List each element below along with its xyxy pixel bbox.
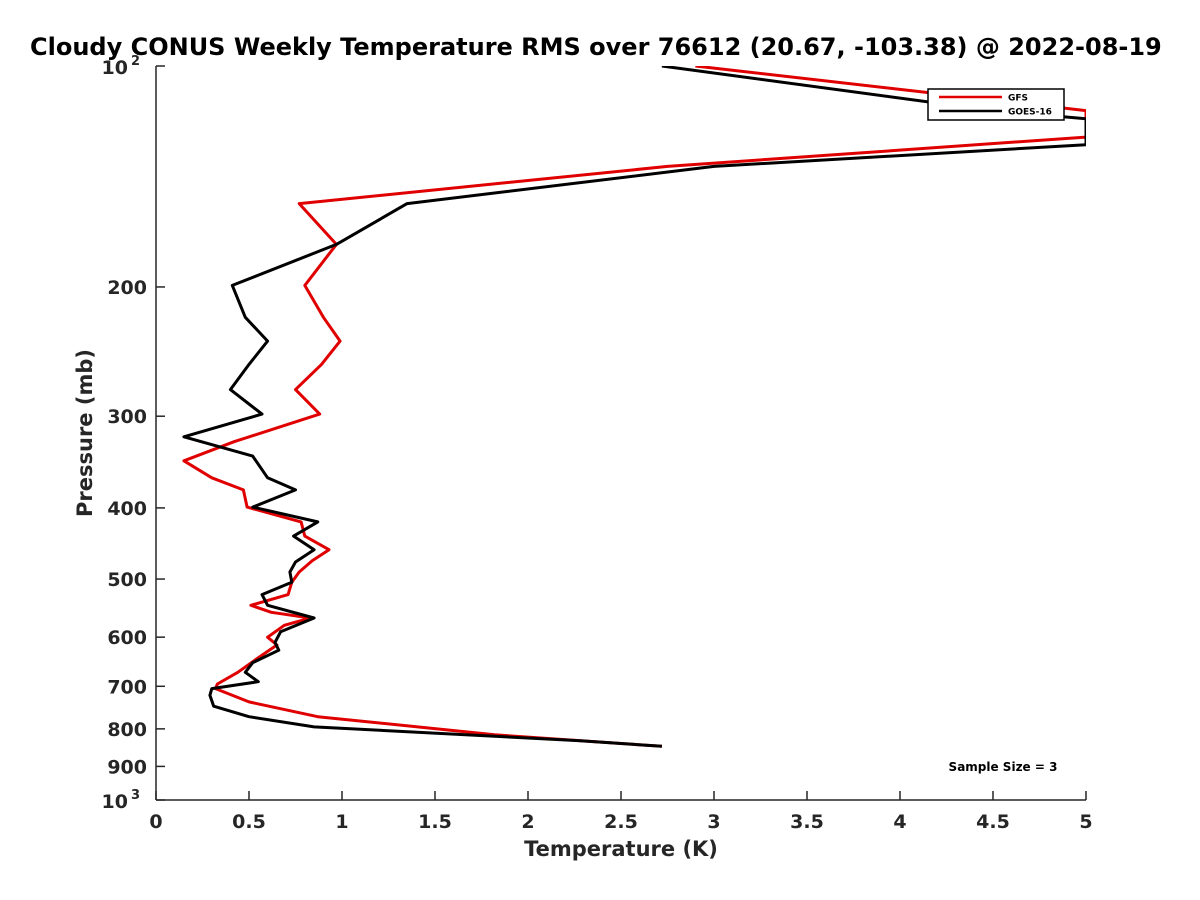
x-tick-label: 0.5 bbox=[232, 811, 266, 833]
x-tick-label: 2.5 bbox=[604, 811, 638, 833]
y-tick-label: 10 bbox=[102, 791, 128, 813]
y-tick-label: 10 bbox=[102, 57, 128, 79]
x-axis-ticks: 0 0.5 1 1.5 2 2.5 3 3.5 4 4.5 5 bbox=[149, 791, 1093, 833]
x-tick-label: 3.5 bbox=[790, 811, 824, 833]
y-tick-label: 900 bbox=[107, 756, 147, 778]
legend-label-goes-16: GOES-16 bbox=[1008, 108, 1052, 118]
y-tick-exponent: 3 bbox=[131, 788, 140, 803]
y-tick-exponent: 2 bbox=[131, 54, 140, 69]
y-tick-label: 700 bbox=[107, 676, 147, 698]
y-tick-label: 300 bbox=[107, 406, 147, 428]
x-axis-label: Temperature (K) bbox=[524, 837, 718, 861]
x-tick-label: 1 bbox=[335, 811, 348, 833]
y-axis-label: Pressure (mb) bbox=[73, 349, 97, 517]
legend-label-gfs: GFS bbox=[1008, 94, 1028, 104]
x-tick-label: 5 bbox=[1079, 811, 1092, 833]
x-tick-label: 2 bbox=[521, 811, 534, 833]
y-tick-label: 500 bbox=[107, 569, 147, 591]
x-tick-label: 4 bbox=[893, 811, 906, 833]
plot-lines bbox=[182, 66, 1086, 748]
y-tick-label: 400 bbox=[107, 498, 147, 520]
series-line-gfs bbox=[182, 66, 1086, 748]
y-tick-label: 200 bbox=[107, 277, 147, 299]
sample-size-annotation: Sample Size = 3 bbox=[949, 760, 1058, 774]
x-tick-label: 0 bbox=[149, 811, 162, 833]
x-tick-label: 3 bbox=[707, 811, 720, 833]
y-tick-label: 600 bbox=[107, 627, 147, 649]
y-tick-label: 800 bbox=[107, 719, 147, 741]
legend-box bbox=[927, 88, 1065, 121]
x-tick-label: 4.5 bbox=[976, 811, 1010, 833]
legend: GFS GOES-16 bbox=[927, 88, 1065, 121]
chart-title: Cloudy CONUS Weekly Temperature RMS over… bbox=[30, 33, 1162, 61]
series-line-goes-16 bbox=[182, 66, 1086, 748]
x-tick-label: 1.5 bbox=[418, 811, 452, 833]
